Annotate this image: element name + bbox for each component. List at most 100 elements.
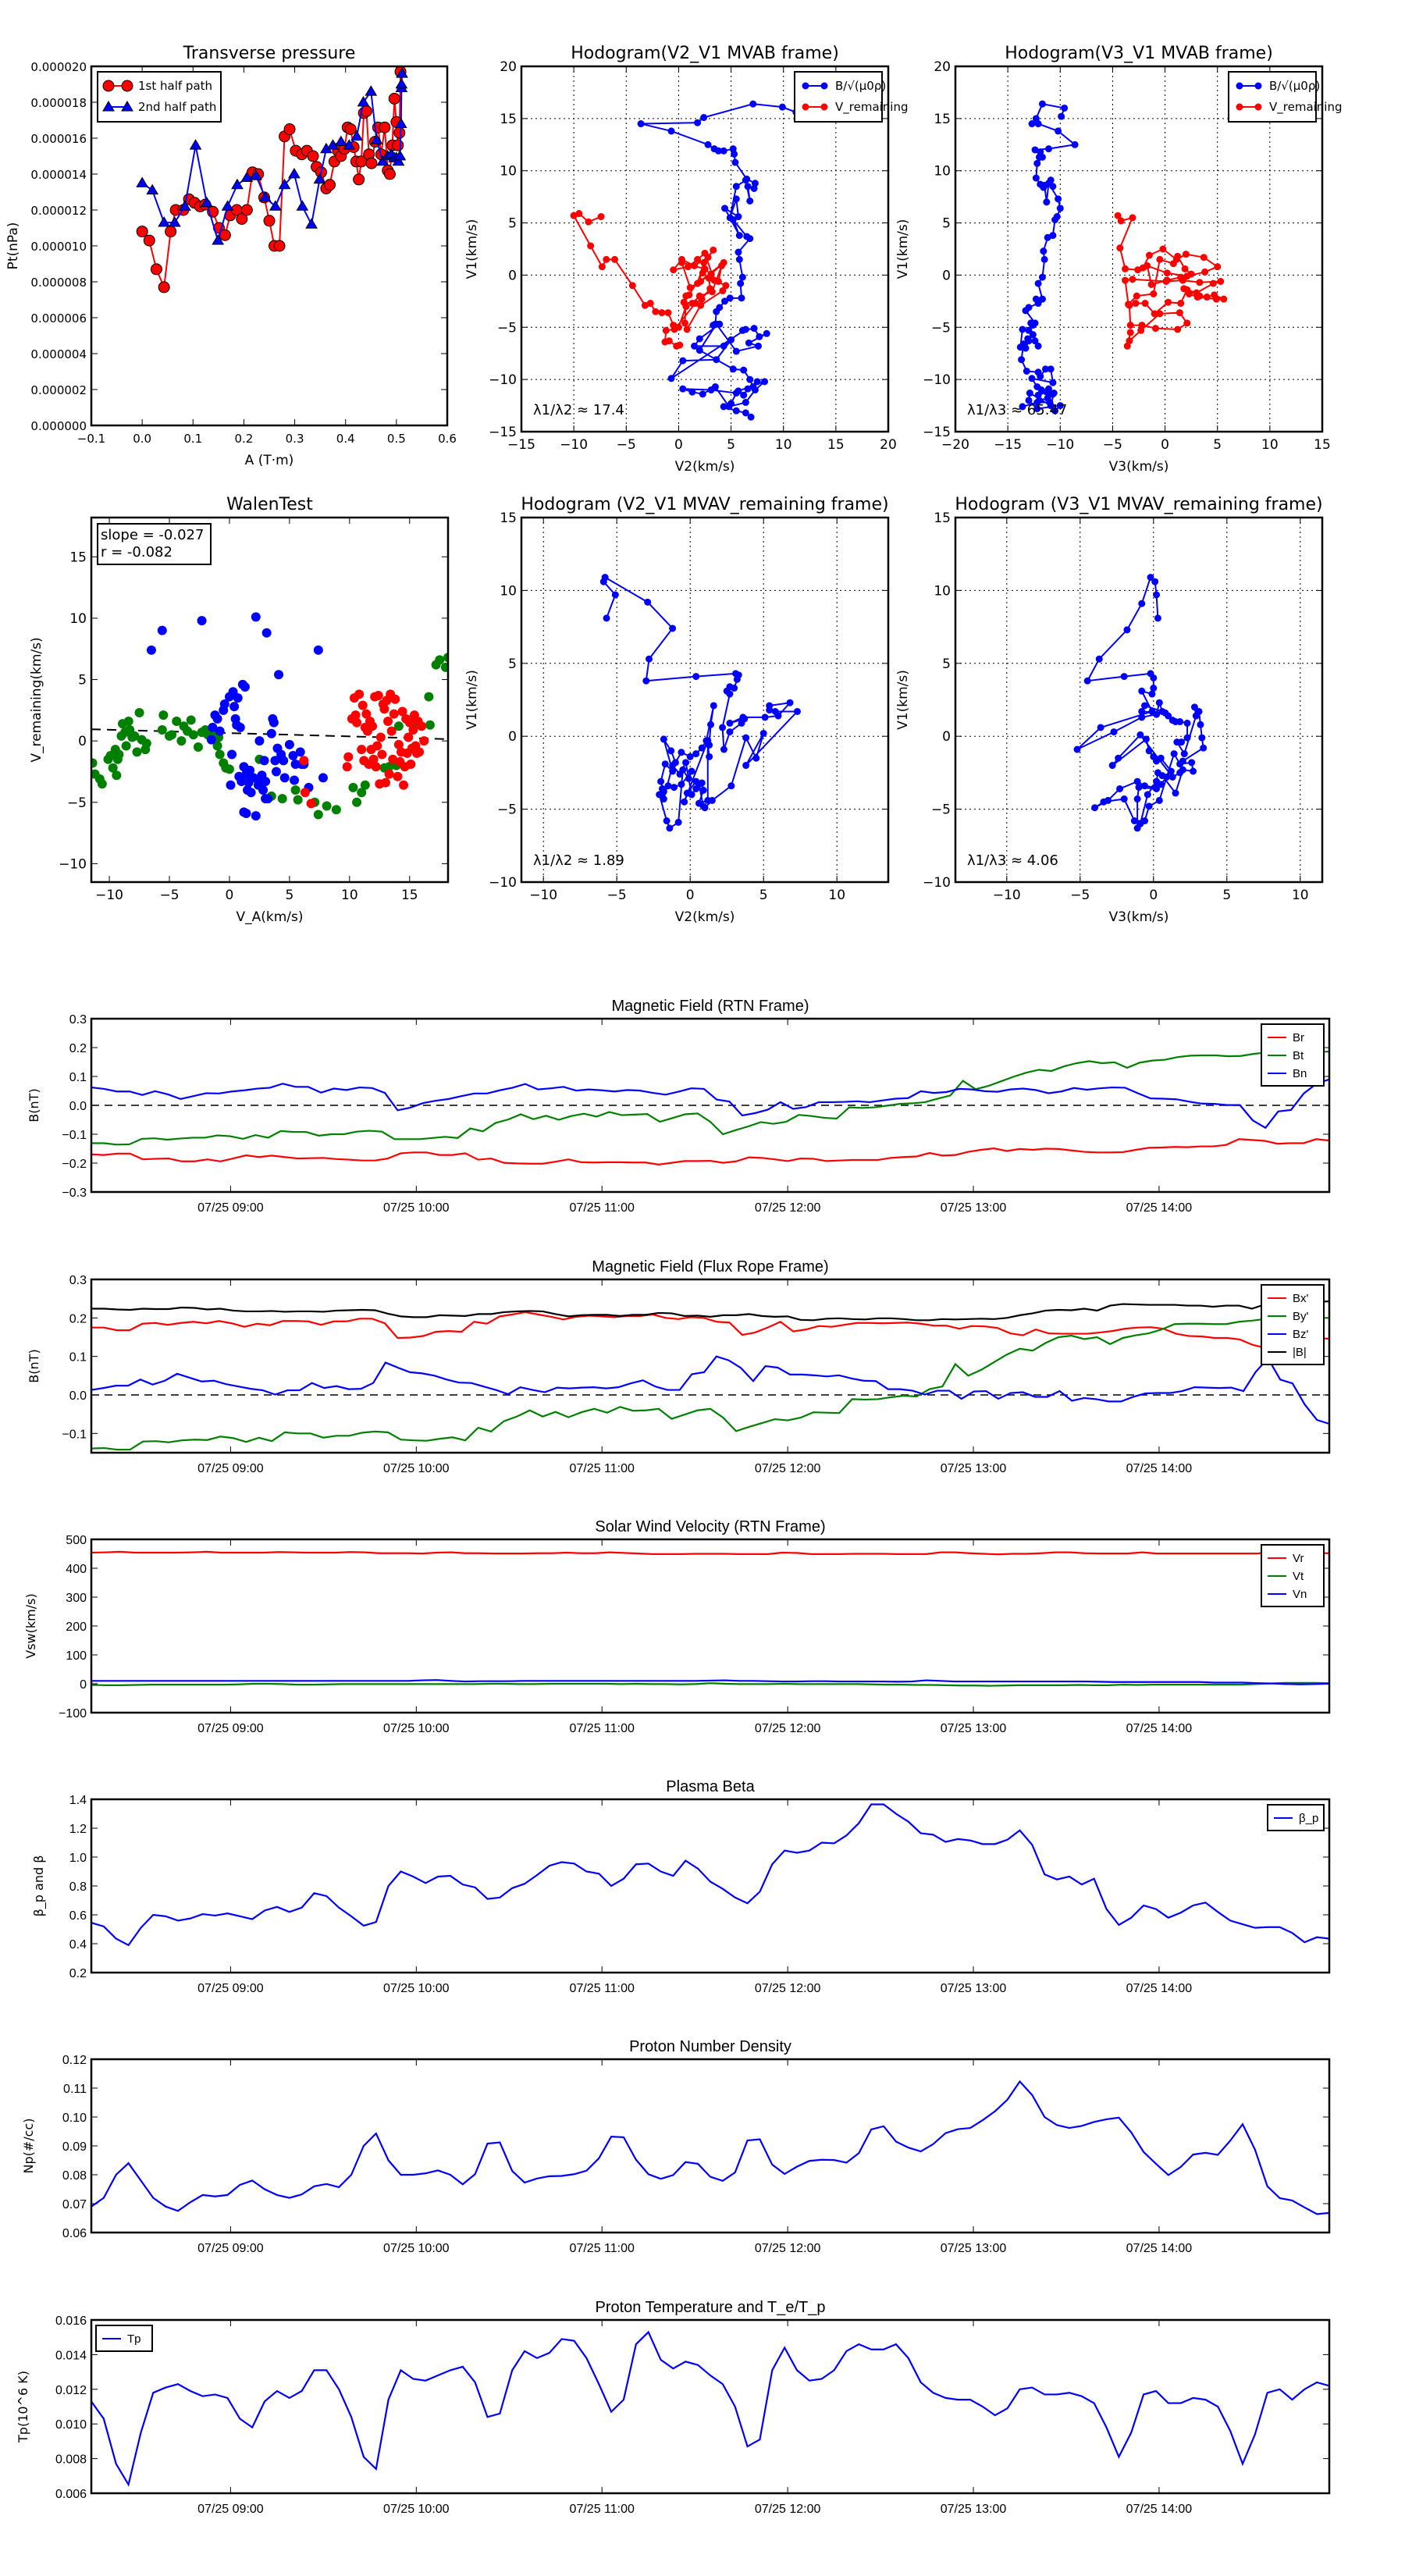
data-point (749, 100, 757, 108)
y-tick-label: −15 (923, 425, 951, 440)
y-tick-label: 0 (80, 1678, 87, 1692)
data-point (1116, 785, 1124, 792)
data-point (717, 262, 725, 269)
x-tick-label: 07/25 12:00 (755, 1201, 821, 1215)
data-point (408, 725, 418, 735)
x-tick-label: 07/25 14:00 (1126, 1462, 1193, 1475)
data-point (114, 749, 124, 760)
data-point (313, 645, 323, 655)
data-point (1133, 777, 1141, 785)
data-point (261, 628, 272, 638)
data-point (705, 274, 713, 282)
y-tick-label: 0.000010 (30, 240, 87, 254)
x-tick-label: −20 (941, 437, 969, 453)
data-point (373, 690, 383, 700)
x-tick-label: −5 (159, 888, 179, 903)
data-point (1211, 291, 1218, 299)
data-point (300, 788, 310, 798)
plot-area (91, 2080, 1329, 2215)
x-tick-label: 07/25 11:00 (570, 1462, 635, 1475)
data-point (686, 753, 694, 760)
data-point (660, 735, 667, 743)
data-point (1150, 685, 1158, 692)
x-axis-label: A (T·m) (245, 453, 294, 468)
data-point (669, 624, 677, 632)
data-point (692, 750, 700, 758)
data-point (744, 183, 752, 190)
data-point (357, 745, 367, 755)
legend-marker (1254, 82, 1262, 90)
data-point (322, 801, 332, 811)
ratio-annotation: λ1/λ2 ≈ 17.4 (533, 402, 624, 418)
y-axis-label: V1(km/s) (895, 219, 911, 279)
data-point (1187, 270, 1195, 278)
data-point (704, 740, 712, 748)
data-point (695, 347, 703, 354)
plot-area (570, 100, 800, 421)
y-tick-label: −10 (923, 875, 951, 891)
chart-title: Transverse pressure (183, 44, 356, 63)
data-point (1120, 795, 1128, 803)
y-tick-label: 1.0 (69, 1852, 87, 1865)
data-point (383, 168, 396, 180)
data-point (1130, 817, 1138, 825)
plot-area (91, 1803, 1329, 1947)
data-point (695, 335, 703, 343)
data-point (379, 704, 389, 714)
plot-frame (90, 1798, 1331, 1974)
data-point (740, 366, 748, 374)
y-tick-label: 0.08 (62, 2169, 87, 2183)
series-line-Bt (91, 1048, 1329, 1146)
x-tick-label: 07/25 09:00 (197, 2242, 264, 2255)
data-point (1058, 112, 1065, 120)
x-tick-label: 0.4 (336, 432, 355, 446)
series-line-Bz (91, 1355, 1329, 1425)
data-point (732, 195, 740, 203)
chart-hodogram_v3v1_mvav: −10 −5 0 5 10 −10 −5 0 5 10 15 Hodogram (V3_V1 MVAV… (895, 495, 1324, 925)
data-point (393, 721, 404, 731)
series-line-Bn (91, 1078, 1329, 1130)
data-point (348, 782, 358, 792)
data-point (1197, 720, 1204, 728)
data-point (384, 769, 394, 779)
data-point (296, 200, 309, 211)
data-point (284, 739, 294, 749)
data-point (1029, 331, 1037, 339)
x-tick-label: −10 (993, 888, 1021, 903)
data-point (393, 739, 404, 749)
legend: B/√(μ0ρ) V_remaining (1228, 71, 1343, 123)
data-point (389, 709, 399, 719)
data-point (661, 760, 669, 768)
data-point (726, 728, 734, 736)
data-point (746, 375, 754, 383)
data-point (1138, 687, 1146, 695)
x-tick-label: 0 (686, 888, 695, 903)
x-tick-label: 07/25 13:00 (941, 1462, 1007, 1475)
data-point (738, 273, 746, 281)
y-tick-label: 15 (500, 511, 517, 526)
data-point (667, 747, 675, 755)
x-axis-label: V3(km/s) (1109, 459, 1169, 475)
y-axis-label: Tp(10^6 K) (16, 2371, 30, 2443)
data-point (766, 706, 774, 714)
data-point (570, 212, 578, 219)
y-tick-label: 0 (942, 268, 951, 283)
y-tick-label: 5 (942, 216, 951, 232)
data-point (97, 779, 107, 789)
data-point (368, 721, 378, 731)
y-tick-label: 1.4 (69, 1794, 87, 1807)
legend-label: Bx' (1293, 1292, 1309, 1305)
x-tick-label: 07/25 09:00 (197, 1722, 264, 1735)
data-point (1083, 677, 1091, 685)
legend-label: B/√(μ0ρ) (1269, 79, 1320, 93)
y-tick-label: 0.0 (69, 1389, 87, 1403)
plot-area (1073, 574, 1208, 832)
x-tick-label: 07/25 09:00 (197, 2503, 264, 2516)
y-tick-label: 0.4 (69, 1938, 87, 1952)
data-point (1071, 141, 1079, 148)
data-point (1120, 673, 1128, 681)
legend-marker (121, 101, 133, 112)
data-point (201, 196, 213, 208)
x-tick-label: 07/25 13:00 (941, 2242, 1007, 2255)
data-point (236, 213, 248, 225)
